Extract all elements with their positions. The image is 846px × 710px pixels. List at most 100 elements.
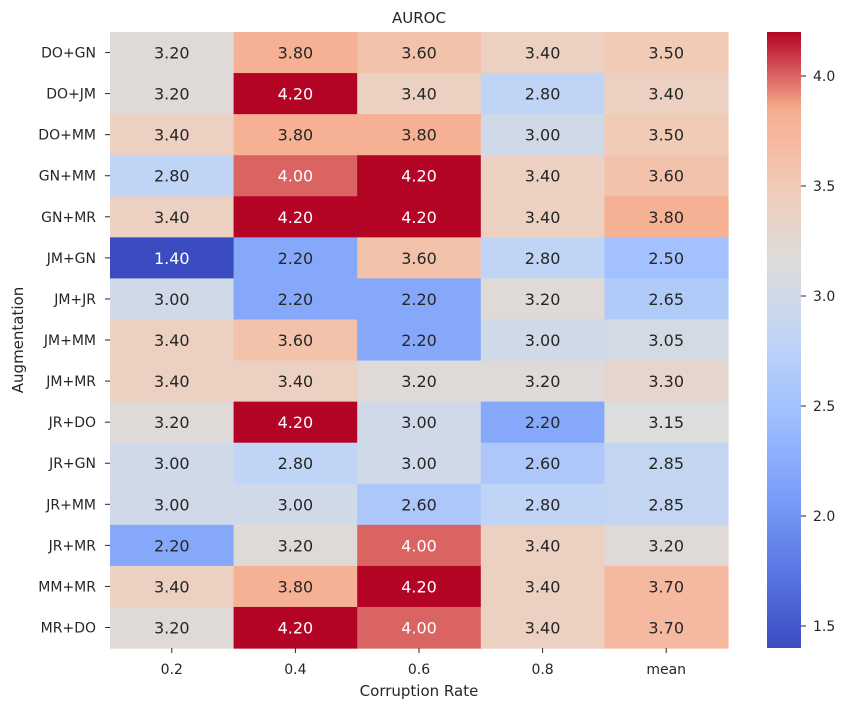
- cell-value-label: 4.20: [278, 208, 314, 227]
- heatmap-cell: [357, 237, 482, 280]
- cell-annotations: 3.20 3.80 3.60 3.40 3.50 3.20 4.20 3.40 2.80 3.40…: [154, 44, 684, 638]
- cell-value-label: 3.20: [525, 290, 561, 309]
- colorbar-tick-label: 1.5: [813, 619, 835, 635]
- y-tick-label: DO+JM: [46, 87, 96, 103]
- heatmap-cell: [604, 360, 729, 403]
- cell-value-label: 3.40: [278, 372, 314, 391]
- heatmap-cell: [604, 114, 729, 156]
- heatmap-cell: [480, 565, 605, 608]
- heatmap-cell: [357, 606, 482, 649]
- colorbar-ticks: 1.5 2.0 2.5 3.0 3.5 4.0: [801, 69, 835, 635]
- x-tick-label: mean: [646, 662, 686, 678]
- cell-value-label: 3.50: [648, 44, 684, 63]
- heatmap-cell: [480, 278, 605, 321]
- colorbar-tick-label: 3.0: [813, 289, 835, 305]
- y-tick-label: GN+MM: [39, 169, 96, 185]
- y-tick-label: JM+GN: [46, 251, 96, 267]
- heatmap-cell: [604, 278, 729, 321]
- heatmap-cell: [480, 237, 605, 280]
- cell-value-label: 3.00: [154, 290, 190, 309]
- cell-value-label: 3.60: [278, 331, 314, 350]
- colorbar: [767, 32, 801, 648]
- cell-value-label: 2.60: [401, 495, 437, 514]
- heatmap-cell: [480, 360, 605, 403]
- cell-value-label: 2.20: [525, 413, 561, 432]
- heatmap-cell: [480, 32, 605, 74]
- heatmap-cell: [480, 483, 605, 526]
- heatmap-cell: [233, 196, 358, 238]
- heatmap-cell: [357, 114, 482, 156]
- cell-value-label: 3.80: [278, 126, 314, 145]
- cell-value-label: 2.80: [525, 495, 561, 514]
- heatmap-cell: [604, 483, 729, 526]
- heatmap-cell: [233, 237, 358, 280]
- cell-value-label: 3.30: [648, 372, 684, 391]
- heatmap-cell: [480, 319, 605, 362]
- x-tick-label: 0.8: [531, 662, 553, 678]
- cell-value-label: 2.80: [525, 249, 561, 268]
- heatmap-cell: [357, 155, 482, 197]
- cell-value-label: 3.00: [278, 495, 314, 514]
- cell-value-label: 3.40: [154, 331, 190, 350]
- cell-value-label: 2.65: [648, 290, 684, 309]
- heatmap-cell: [110, 237, 235, 280]
- cell-value-label: 3.70: [648, 577, 684, 596]
- heatmap-cell: [110, 319, 235, 362]
- cell-value-label: 2.85: [648, 454, 684, 473]
- cell-value-label: 4.20: [401, 577, 437, 596]
- cell-value-label: 4.20: [278, 619, 314, 638]
- cell-value-label: 3.20: [154, 44, 190, 63]
- y-axis-label: Augmentation: [9, 287, 27, 393]
- heatmap-cell: [357, 401, 482, 444]
- heatmap-cell: [110, 606, 235, 649]
- cell-value-label: 3.40: [525, 44, 561, 63]
- heatmap-cell: [604, 524, 729, 567]
- chart-title: AUROC: [392, 9, 446, 27]
- heatmap-cell: [357, 278, 482, 321]
- cell-value-label: 3.20: [278, 536, 314, 555]
- heatmap-cell: [110, 360, 235, 403]
- heatmap-cell: [604, 155, 729, 197]
- cell-value-label: 2.80: [525, 85, 561, 104]
- cell-value-label: 3.60: [648, 167, 684, 186]
- cell-value-label: 3.40: [525, 536, 561, 555]
- heatmap-cell: [110, 483, 235, 526]
- cell-value-label: 3.40: [154, 372, 190, 391]
- heatmap-cell: [357, 483, 482, 526]
- cell-value-label: 3.20: [154, 413, 190, 432]
- cell-value-label: 3.00: [525, 331, 561, 350]
- y-tick-label: JM+MM: [43, 333, 96, 349]
- cell-value-label: 3.40: [525, 619, 561, 638]
- cell-value-label: 4.00: [401, 619, 437, 638]
- heatmap-cell: [233, 565, 358, 608]
- heatmap-cell: [233, 401, 358, 444]
- heatmap-cell: [233, 524, 358, 567]
- heatmap-cell: [357, 196, 482, 238]
- cell-value-label: 2.20: [278, 290, 314, 309]
- cell-value-label: 3.40: [154, 126, 190, 145]
- cell-value-label: 3.80: [401, 126, 437, 145]
- heatmap-cell: [480, 155, 605, 197]
- heatmap-cell: [233, 278, 358, 321]
- colorbar-tick-label: 3.5: [813, 179, 835, 195]
- y-tick-label: JR+MR: [48, 538, 97, 554]
- heatmap-cell: [357, 442, 482, 485]
- cell-value-label: 3.00: [525, 126, 561, 145]
- heatmap-cell: [604, 237, 729, 280]
- heatmap-cells: [110, 32, 729, 649]
- y-tick-label: DO+GN: [41, 46, 96, 62]
- cell-value-label: 4.00: [401, 536, 437, 555]
- cell-value-label: 1.40: [154, 249, 190, 268]
- heatmap-cell: [110, 32, 235, 74]
- y-tick-label: GN+MR: [41, 210, 96, 226]
- heatmap-cell: [357, 565, 482, 608]
- y-tick-label: JR+MM: [45, 497, 96, 513]
- cell-value-label: 2.20: [401, 331, 437, 350]
- cell-value-label: 3.40: [525, 167, 561, 186]
- x-tick-label: 0.2: [161, 662, 183, 678]
- cell-value-label: 3.50: [648, 126, 684, 145]
- heatmap-cell: [233, 483, 358, 526]
- y-tick-label: JM+JR: [53, 292, 96, 308]
- heatmap-cell: [357, 32, 482, 74]
- y-tick-label: JR+GN: [48, 456, 96, 472]
